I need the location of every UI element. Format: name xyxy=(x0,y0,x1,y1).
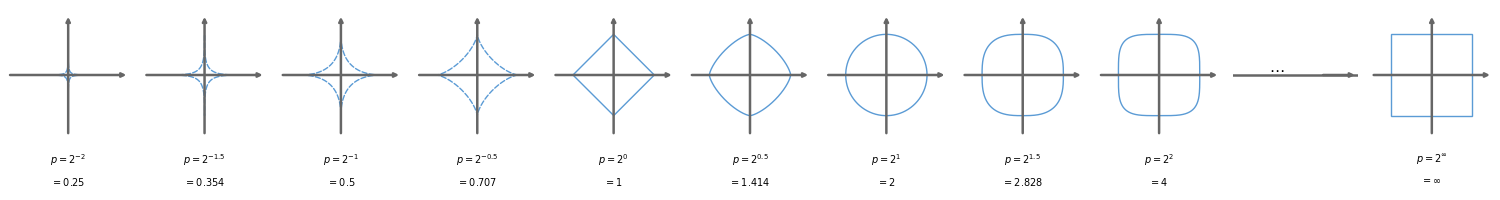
Text: $= 0.25$: $= 0.25$ xyxy=(51,176,86,188)
Text: $p = 2^{\infty}$: $p = 2^{\infty}$ xyxy=(1416,152,1448,166)
Text: $p = 2^{2}$: $p = 2^{2}$ xyxy=(1144,152,1174,168)
Text: $p = 2^{-1}$: $p = 2^{-1}$ xyxy=(322,152,358,168)
Text: $= 1.414$: $= 1.414$ xyxy=(729,176,771,188)
Text: $= 0.5$: $= 0.5$ xyxy=(327,176,356,188)
Text: $p = 2^{1}$: $p = 2^{1}$ xyxy=(871,152,901,168)
Text: $p = 2^{-2}$: $p = 2^{-2}$ xyxy=(51,152,86,168)
Text: $p = 2^{1.5}$: $p = 2^{1.5}$ xyxy=(1005,152,1041,168)
Text: $p = 2^{-0.5}$: $p = 2^{-0.5}$ xyxy=(456,152,498,168)
Text: $= 1$: $= 1$ xyxy=(604,176,622,188)
Text: $= 0.354$: $= 0.354$ xyxy=(184,176,225,188)
Text: $= \infty$: $= \infty$ xyxy=(1422,176,1443,185)
Text: $= 0.707$: $= 0.707$ xyxy=(458,176,498,188)
Text: $p = 2^{-1.5}$: $p = 2^{-1.5}$ xyxy=(183,152,226,168)
Text: $p = 2^{0.5}$: $p = 2^{0.5}$ xyxy=(732,152,768,168)
Text: $p = 2^{0}$: $p = 2^{0}$ xyxy=(598,152,628,168)
Text: $= 2.828$: $= 2.828$ xyxy=(1002,176,1042,188)
Text: $= 4$: $= 4$ xyxy=(1149,176,1168,188)
Text: $\cdots$: $\cdots$ xyxy=(1269,62,1284,77)
Text: $= 2$: $= 2$ xyxy=(878,176,896,188)
